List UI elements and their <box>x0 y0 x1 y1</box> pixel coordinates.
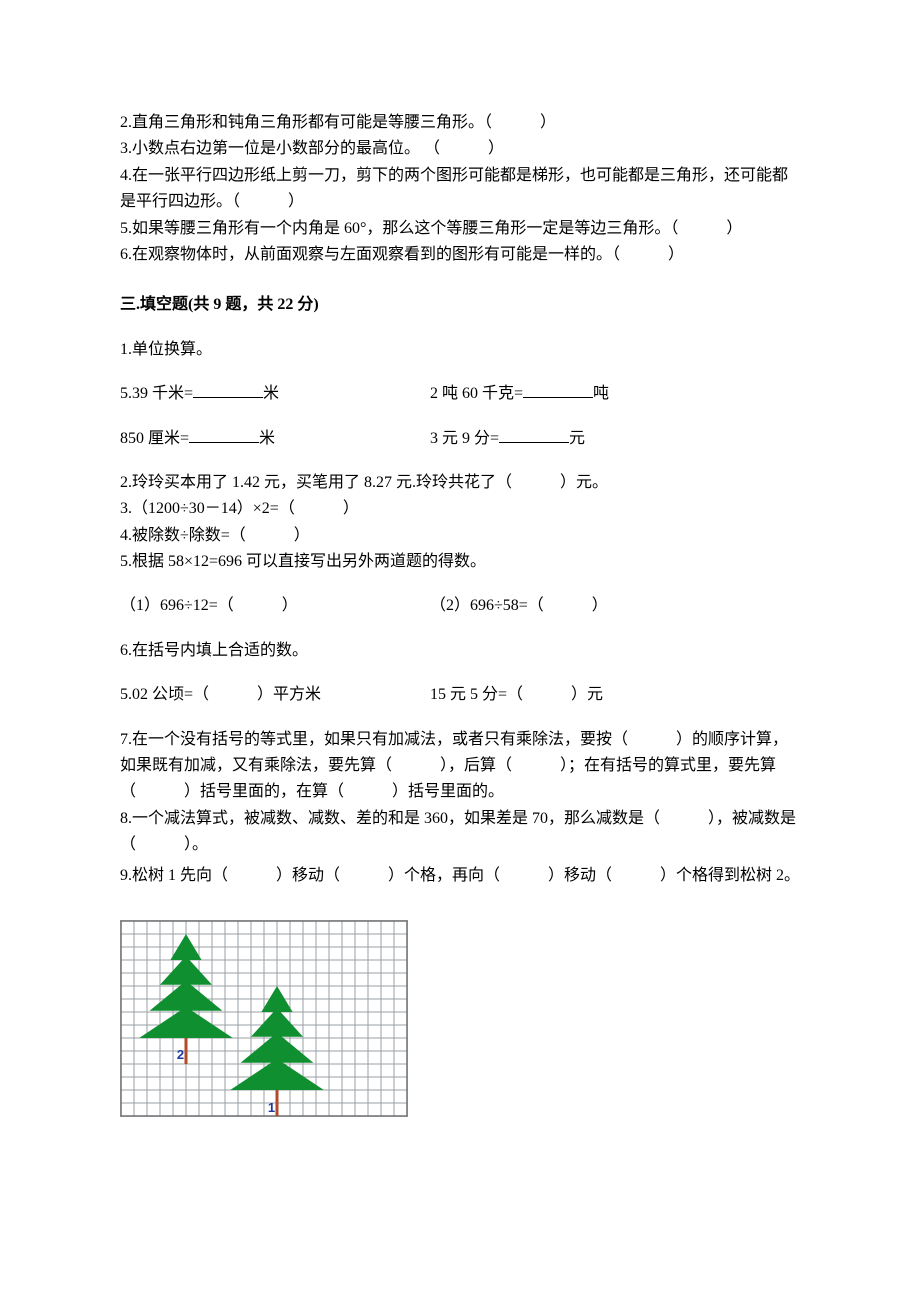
q1a-left: 5.39 千米= <box>120 385 193 402</box>
q1-row-b: 850 厘米= 米 3 元 9 分= 元 <box>120 426 800 452</box>
judge-q3: 3.小数点右边第一位是小数部分的最高位。 （ ） <box>120 136 800 162</box>
q6-right: 15 元 5 分=（ ）元 <box>430 686 603 703</box>
judge-q5: 5.如果等腰三角形有一个内角是 60°，那么这个等腰三角形一定是等边三角形。（ … <box>120 216 800 242</box>
blank <box>193 381 263 398</box>
blank <box>499 426 569 443</box>
q5-sub-a: （1）696÷12=（ ） <box>120 597 298 614</box>
q5-sub-b: （2）696÷58=（ ） <box>430 597 608 614</box>
q1b-right-left: 3 元 9 分= <box>430 430 499 447</box>
q1-title: 1.单位换算。 <box>120 337 800 363</box>
judge-q2: 2.直角三角形和钝角三角形都有可能是等腰三角形。（ ） <box>120 110 800 136</box>
q1b-right-unit: 元 <box>569 430 585 447</box>
q1a-right-unit: 吨 <box>593 385 609 402</box>
q7: 7.在一个没有括号的等式里，如果只有加减法，或者只有乘除法，要按（ ）的顺序计算… <box>120 727 800 806</box>
q1b-unit: 米 <box>259 430 275 447</box>
q4: 4.被除数÷除数=（ ） <box>120 523 800 549</box>
q6-row: 5.02 公顷=（ ）平方米 15 元 5 分=（ ）元 <box>120 682 800 708</box>
pine-tree-svg: 21 <box>120 920 408 1117</box>
q1-row-a: 5.39 千米= 米 2 吨 60 千克= 吨 <box>120 381 800 407</box>
judge-q6: 6.在观察物体时，从前面观察与左面观察看到的图形有可能是一样的。（ ） <box>120 242 800 268</box>
q1b-left: 850 厘米= <box>120 430 189 447</box>
svg-text:2: 2 <box>177 1047 184 1062</box>
q3: 3.（1200÷30－14）×2=（ ） <box>120 496 800 522</box>
section3-title: 三.填空题(共 9 题，共 22 分) <box>120 292 800 318</box>
q8: 8.一个减法算式，被减数、减数、差的和是 360，如果差是 70，那么减数是（ … <box>120 806 800 859</box>
q1a-unit: 米 <box>263 385 279 402</box>
svg-text:1: 1 <box>268 1100 275 1115</box>
q5-sub-row: （1）696÷12=（ ） （2）696÷58=（ ） <box>120 593 800 619</box>
q6: 6.在括号内填上合适的数。 <box>120 638 800 664</box>
judge-q4: 4.在一张平行四边形纸上剪一刀，剪下的两个图形可能都是梯形，也可能都是三角形，还… <box>120 163 800 216</box>
blank <box>189 426 259 443</box>
q5: 5.根据 58×12=696 可以直接写出另外两道题的得数。 <box>120 549 800 575</box>
q1a-right-left: 2 吨 60 千克= <box>430 385 523 402</box>
q9: 9.松树 1 先向（ ）移动（ ）个格，再向（ ）移动（ ）个格得到松树 2。 <box>120 859 800 893</box>
pine-tree-grid-figure: 21 <box>120 920 410 1117</box>
q6-left: 5.02 公顷=（ ）平方米 <box>120 686 321 703</box>
q2: 2.玲玲买本用了 1.42 元，买笔用了 8.27 元.玲玲共花了（ ）元。 <box>120 470 800 496</box>
blank <box>523 381 593 398</box>
page-content: 2.直角三角形和钝角三角形都有可能是等腰三角形。（ ） 3.小数点右边第一位是小… <box>0 0 920 1177</box>
